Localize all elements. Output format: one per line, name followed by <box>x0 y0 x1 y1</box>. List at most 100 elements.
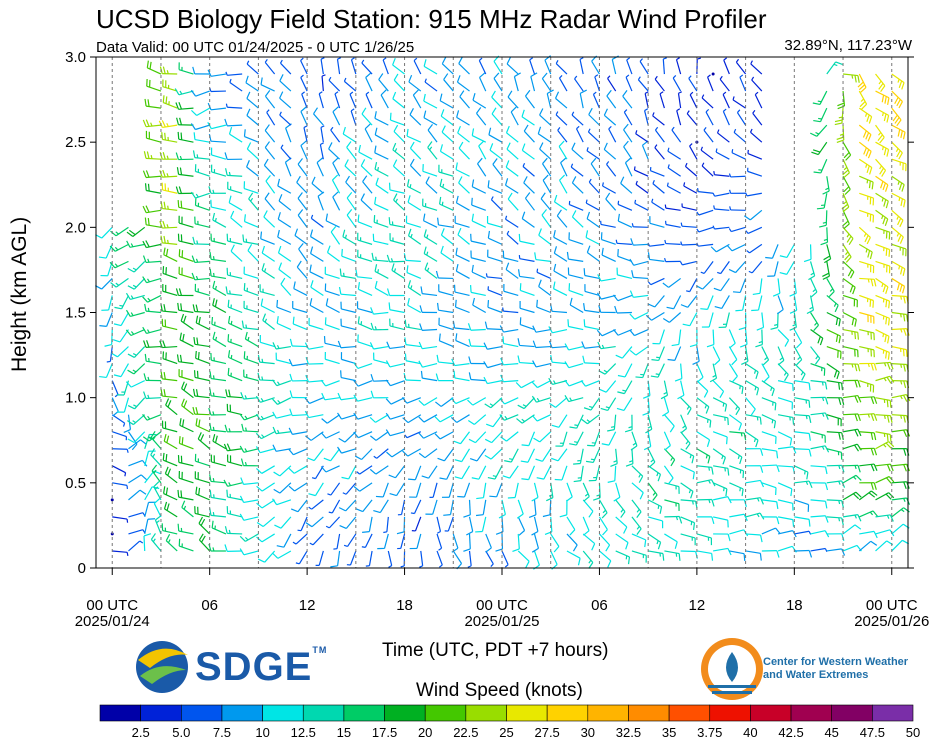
wind-barb-flag <box>870 432 874 440</box>
wind-barb-flag <box>726 244 733 252</box>
wind-barb-flag <box>463 548 471 552</box>
wind-barb-flag <box>321 418 328 424</box>
wind-barb-flag <box>725 488 728 497</box>
wind-barb <box>133 363 146 375</box>
wind-barb-flag <box>835 61 843 65</box>
wind-barb-flag <box>638 475 644 483</box>
wind-barb-flag <box>882 182 886 191</box>
wind-barb-flag <box>540 192 546 200</box>
wind-barb <box>680 448 695 457</box>
wind-barb-flag <box>418 360 423 368</box>
wind-barb <box>391 269 405 279</box>
wind-barb-flag <box>878 83 884 90</box>
wind-barb <box>440 150 454 160</box>
wind-barb <box>163 254 178 262</box>
wind-barb-flag <box>162 66 166 74</box>
wind-barb <box>313 448 324 461</box>
wind-barb <box>413 60 422 75</box>
wind-barb <box>364 533 373 548</box>
wind-barb <box>117 346 129 358</box>
wind-barb-flag <box>514 72 521 78</box>
wind-barb-flag <box>305 435 312 441</box>
wind-barb <box>522 149 535 160</box>
wind-barb <box>859 311 874 317</box>
wind-barb <box>457 132 470 143</box>
wind-barb <box>826 363 840 373</box>
wind-barb <box>406 135 422 143</box>
wind-barb <box>842 491 857 501</box>
wind-barb <box>777 499 793 504</box>
wind-barb <box>485 550 494 565</box>
wind-barb <box>735 261 747 273</box>
wind-barb-half-flag <box>897 181 900 185</box>
wind-barb-flag <box>870 396 875 405</box>
wind-barb <box>194 413 210 416</box>
wind-barb <box>875 414 891 417</box>
wind-barb-flag <box>670 459 676 467</box>
wind-barb-flag <box>175 288 180 296</box>
wind-barb <box>330 231 341 245</box>
wind-barb <box>536 414 551 422</box>
wind-barb <box>560 162 568 177</box>
colorbar-swatch <box>546 704 589 722</box>
calm-wind-dot <box>110 498 114 502</box>
wind-barb-half-flag <box>229 290 231 295</box>
wind-barb-flag <box>177 302 180 311</box>
wind-barb-flag <box>406 128 409 137</box>
wind-barb <box>514 482 519 498</box>
wind-barb <box>293 465 308 474</box>
wind-barb <box>810 346 821 359</box>
wind-barb-half-flag <box>228 171 231 176</box>
wind-barb <box>390 380 405 387</box>
wind-barb-flag <box>471 477 480 480</box>
wind-barb-flag <box>362 175 368 182</box>
wind-barb-flag <box>224 544 228 552</box>
wind-barb-flag <box>593 497 601 501</box>
wind-barb <box>346 214 357 228</box>
wind-barb-flag <box>649 461 656 468</box>
wind-barb <box>476 163 487 177</box>
wind-barb-flag <box>880 181 884 189</box>
wind-barb <box>761 380 775 390</box>
wind-barb-flag <box>109 245 116 252</box>
wind-barb <box>358 288 373 297</box>
wind-barb <box>295 533 308 545</box>
wind-barb <box>859 192 874 199</box>
wind-barb-flag <box>607 560 612 568</box>
wind-barb-half-flag <box>337 57 342 60</box>
wind-barb-flag <box>812 149 821 153</box>
wind-barb-flag <box>759 553 762 561</box>
wind-barb <box>600 294 616 300</box>
wind-barb <box>244 289 259 297</box>
x-axis-label: Time (UTC, PDT +7 hours) <box>382 640 609 661</box>
wind-barb-flag <box>409 141 415 149</box>
wind-barb-flag <box>256 485 263 492</box>
wind-barb <box>393 131 405 143</box>
wind-barb-flag <box>127 369 135 375</box>
wind-barb-half-flag <box>883 415 886 419</box>
wind-barb <box>344 80 357 92</box>
wind-barb-half-flag <box>587 128 591 133</box>
wind-barb <box>148 431 162 442</box>
wind-barb <box>579 93 584 109</box>
wind-barb-flag <box>289 338 293 347</box>
wind-barb-half-flag <box>635 130 638 134</box>
wind-barb-flag <box>354 455 362 461</box>
wind-barb-flag <box>309 264 312 272</box>
wind-barb-half-flag <box>881 283 884 288</box>
wind-barb <box>650 277 665 286</box>
wind-barb-flag <box>346 141 352 148</box>
wind-barb <box>405 326 421 331</box>
wind-barb <box>227 73 243 76</box>
wind-barb <box>243 327 259 331</box>
wind-barb-flag <box>548 340 553 348</box>
wind-barb-flag <box>843 223 850 230</box>
wind-barb-flag <box>801 373 806 381</box>
wind-barb-half-flag <box>821 413 825 417</box>
wind-barb <box>243 516 259 521</box>
colorbar-swatch <box>384 704 426 722</box>
wind-barb-half-flag <box>647 281 652 286</box>
wind-barb-flag <box>700 308 708 310</box>
calm-wind-dot <box>711 72 715 76</box>
wind-barb-flag <box>583 407 592 411</box>
